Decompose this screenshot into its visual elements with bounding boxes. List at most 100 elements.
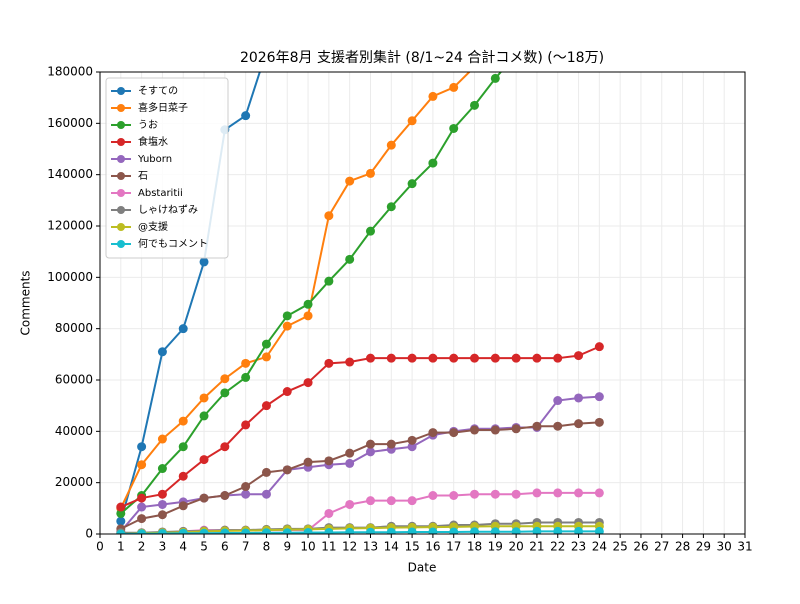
data-point [365, 226, 375, 236]
data-point [199, 411, 209, 421]
x-tick-label: 8 [263, 540, 271, 554]
legend-label: そすての [138, 85, 178, 97]
y-tick-label: 140000 [47, 167, 93, 181]
data-point [345, 254, 355, 264]
data-point [470, 100, 480, 110]
data-point [470, 353, 480, 363]
legend-marker [117, 104, 125, 112]
data-point [324, 211, 334, 221]
y-tick-label: 80000 [55, 321, 93, 335]
data-point [303, 457, 313, 467]
y-tick-label: 0 [85, 527, 93, 541]
data-point [365, 527, 375, 534]
x-axis-label: Date [408, 561, 437, 575]
data-point [157, 464, 167, 474]
data-point [553, 526, 563, 534]
data-point [574, 419, 584, 429]
data-point [511, 527, 521, 534]
data-point [261, 528, 271, 534]
y-tick-label: 40000 [55, 424, 93, 438]
data-point [199, 257, 209, 267]
data-point [470, 425, 480, 435]
data-point [532, 526, 542, 534]
x-tick-label: 26 [633, 540, 648, 554]
legend-marker [117, 121, 125, 129]
data-point [303, 311, 313, 321]
data-point [324, 276, 334, 286]
data-point [178, 528, 188, 534]
x-tick-label: 27 [654, 540, 669, 554]
data-point [428, 527, 438, 534]
data-point [116, 508, 126, 518]
data-point [261, 401, 271, 411]
data-point [178, 442, 188, 452]
data-point [574, 526, 584, 534]
data-point [407, 527, 417, 534]
x-tick-label: 0 [96, 540, 104, 554]
data-point [594, 392, 604, 402]
data-point [511, 353, 521, 363]
data-point [178, 416, 188, 426]
legend-label: @支援 [138, 220, 168, 233]
data-point [574, 351, 584, 361]
series-line [119, 72, 471, 509]
data-point [490, 425, 500, 435]
legend-marker [117, 138, 125, 146]
data-point [282, 465, 292, 475]
data-point [428, 158, 438, 168]
data-point [386, 353, 396, 363]
data-point [594, 488, 604, 498]
legend-marker [117, 155, 125, 163]
data-point [137, 442, 147, 452]
data-point [407, 442, 417, 452]
x-tick-label: 6 [221, 540, 229, 554]
data-point [345, 357, 355, 367]
data-point [449, 353, 459, 363]
y-tick-label: 100000 [47, 270, 93, 284]
x-tick-label: 28 [675, 540, 690, 554]
x-tick-label: 21 [529, 540, 544, 554]
data-point [345, 176, 355, 186]
x-tick-label: 3 [159, 540, 167, 554]
plot-frame [99, 71, 746, 535]
data-point [532, 488, 542, 498]
data-point [137, 493, 147, 503]
data-point [386, 496, 396, 506]
data-point [178, 501, 188, 511]
data-point [553, 353, 563, 363]
data-point [241, 528, 251, 534]
series-line [120, 72, 503, 515]
data-point [199, 455, 209, 465]
data-point [511, 424, 521, 434]
data-point [407, 353, 417, 363]
data-point [137, 529, 147, 534]
data-point [303, 527, 313, 534]
data-point [199, 393, 209, 403]
data-point [553, 421, 563, 431]
data-point [178, 324, 188, 334]
data-point [220, 528, 230, 534]
x-tick-label: 1 [117, 540, 125, 554]
x-tick-label: 4 [179, 540, 187, 554]
data-point [365, 353, 375, 363]
x-tick-label: 24 [592, 540, 607, 554]
y-tick-label: 60000 [55, 373, 93, 387]
data-point [157, 489, 167, 499]
data-point [282, 387, 292, 397]
data-point [157, 434, 167, 444]
x-tick-label: 17 [446, 540, 461, 554]
data-point [303, 299, 313, 309]
legend-marker [117, 172, 125, 180]
data-point [220, 442, 230, 452]
data-point [157, 528, 167, 534]
data-point [490, 527, 500, 534]
data-point [490, 489, 500, 499]
data-point [553, 488, 563, 498]
data-point [386, 439, 396, 449]
x-tick-label: 29 [696, 540, 711, 554]
data-point [428, 428, 438, 438]
legend-marker [117, 240, 125, 248]
data-point [199, 493, 209, 503]
data-point [449, 82, 459, 92]
x-tick-label: 5 [200, 540, 208, 554]
